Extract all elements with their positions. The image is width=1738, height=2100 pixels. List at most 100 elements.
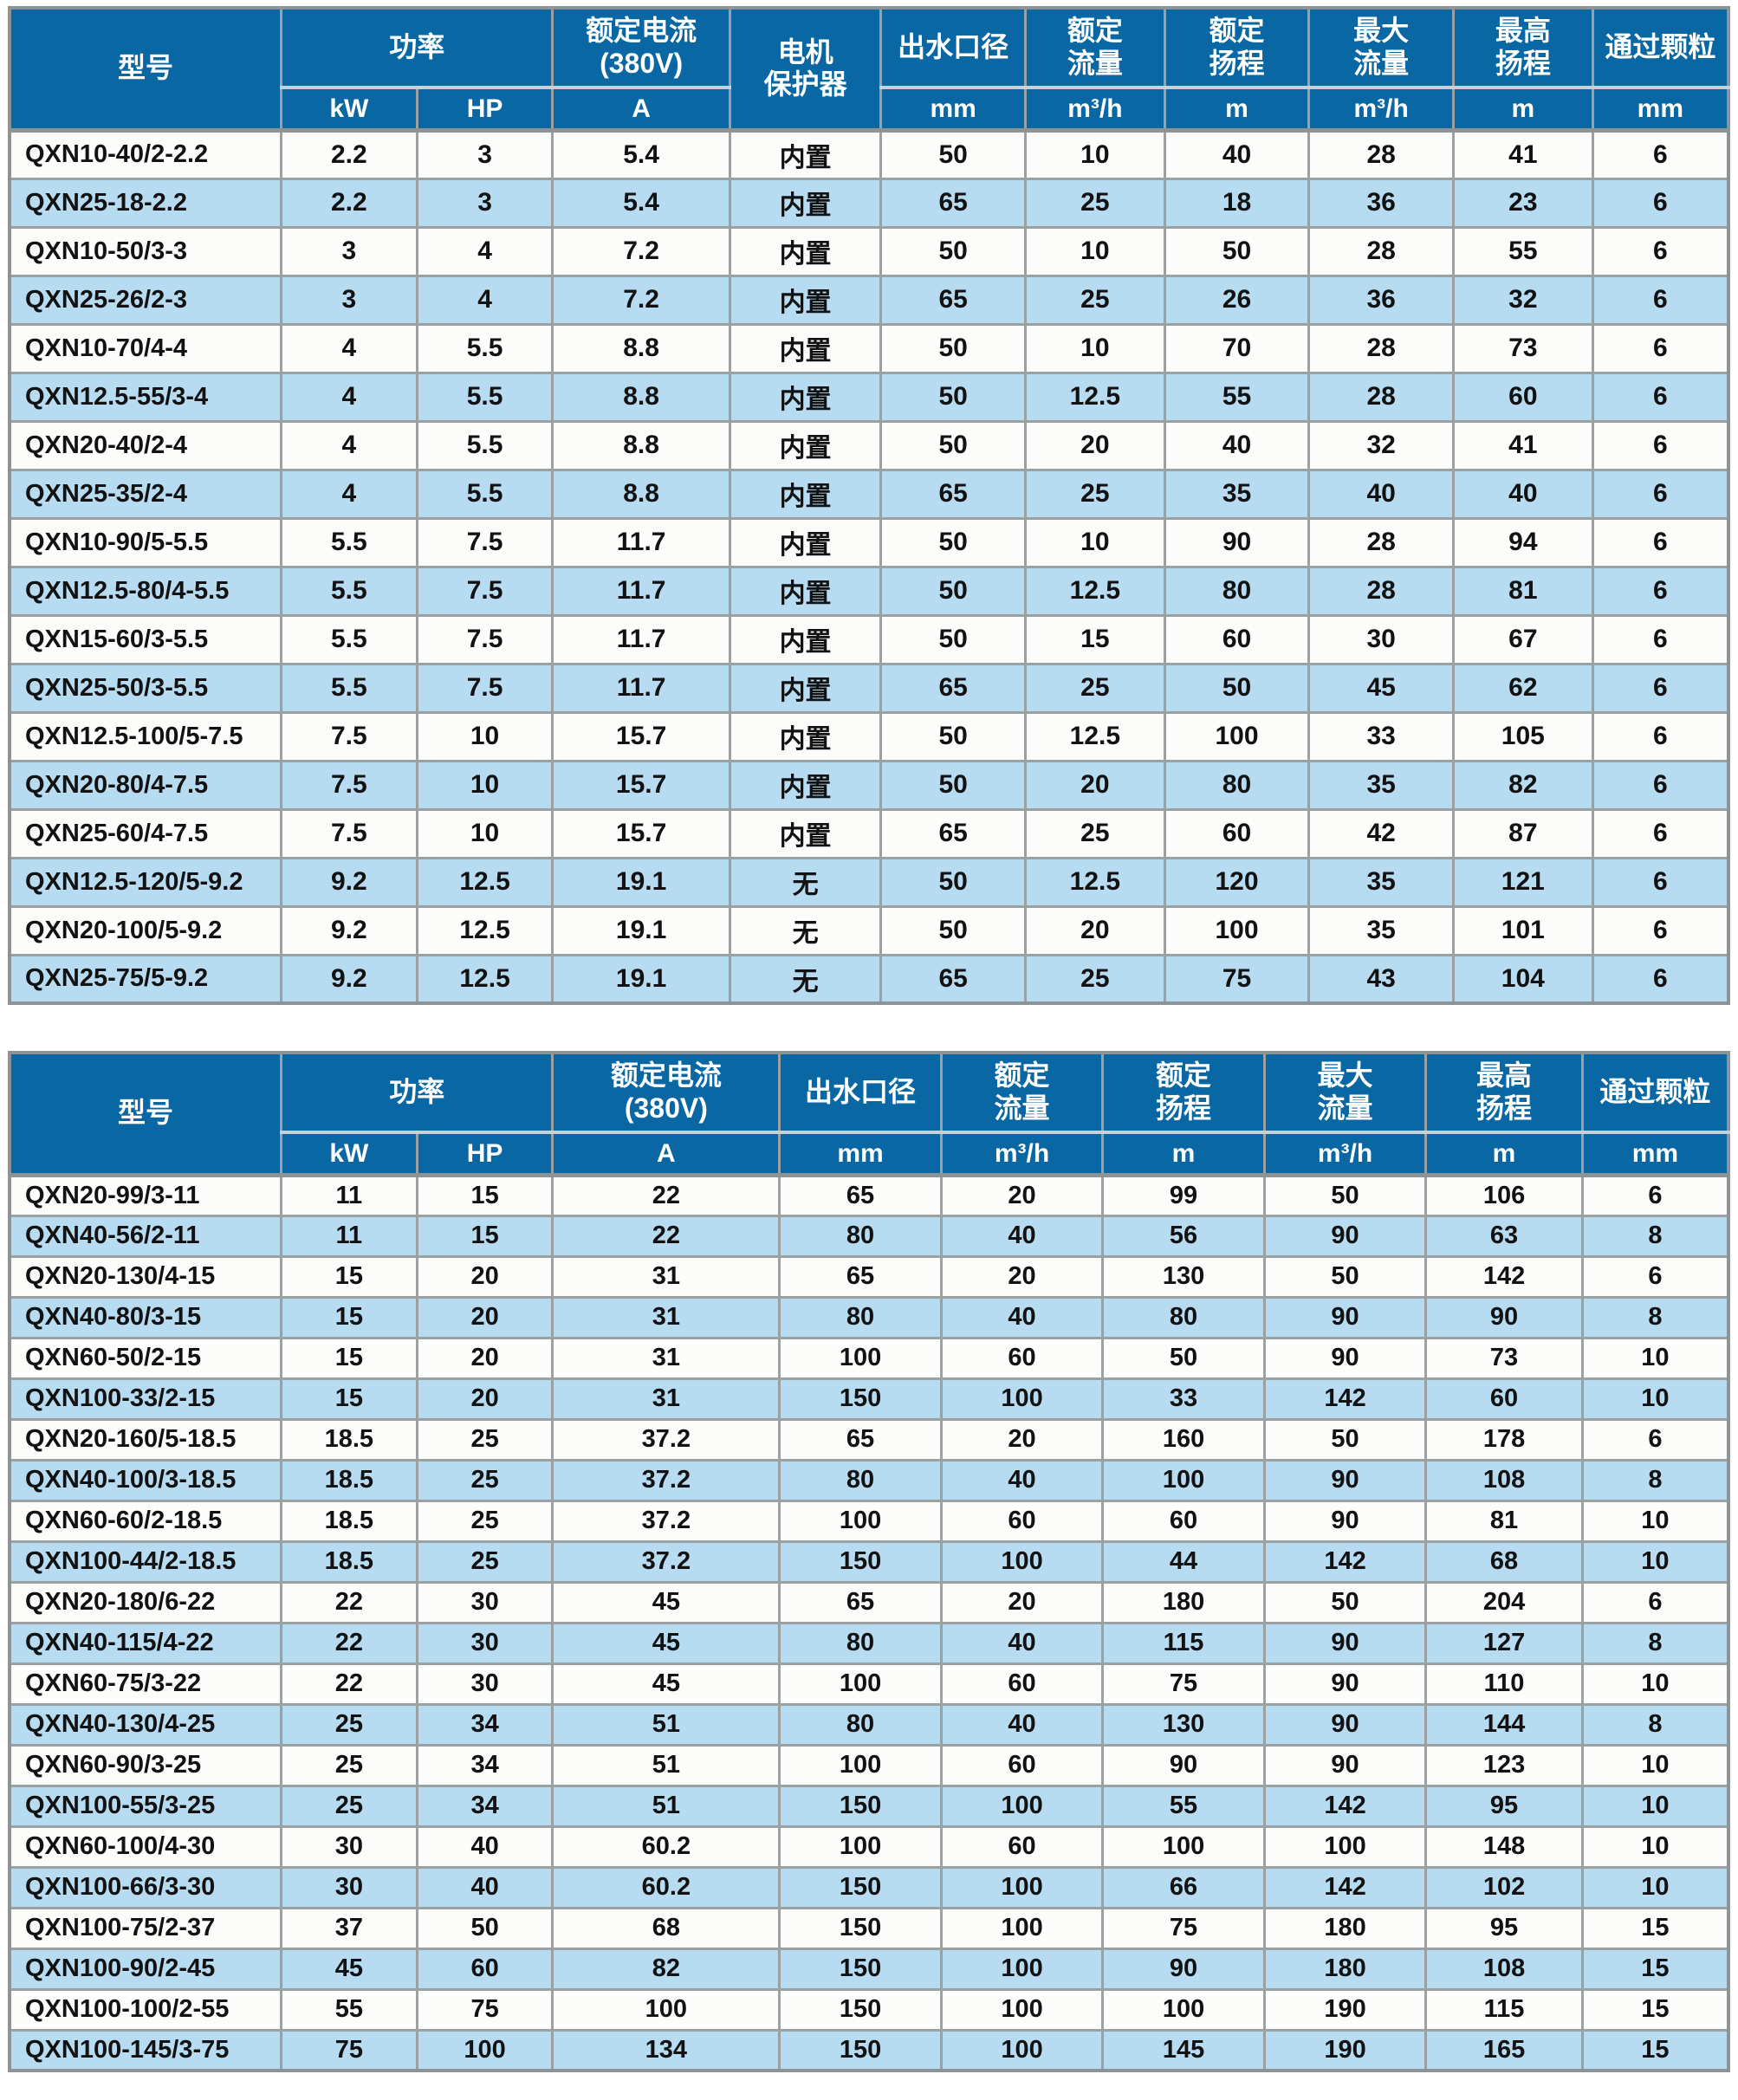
power-kw-cell: 11	[279, 1214, 418, 1258]
rated-head-cell: 66	[1101, 1865, 1266, 1909]
max-flow-cell: 35	[1307, 759, 1455, 811]
table-row: QXN25-18-2.2 2.2 3 5.4 内置 65 25 18 36 23 6	[8, 177, 1730, 229]
max-head-cell: 23	[1451, 177, 1594, 229]
table-row: QXN100-33/2-15 15 20 31 150 100 33 142 60 10	[8, 1377, 1730, 1421]
particle-size-cell: 6	[1591, 953, 1730, 1005]
rated-current-cell: 51	[551, 1784, 781, 1828]
max-flow-cell: 28	[1307, 371, 1455, 423]
rated-head-cell: 26	[1163, 274, 1311, 326]
rated-head-cell: 70	[1163, 322, 1311, 374]
particle-size-cell: 10	[1580, 1784, 1730, 1828]
outlet-diameter-cell: 80	[778, 1295, 943, 1339]
table-row: QXN10-50/3-3 3 4 7.2 内置 50 10 50 28 55 6	[8, 225, 1730, 277]
max-head-cell: 102	[1424, 1865, 1584, 1909]
rated-flow-cell: 60	[939, 1336, 1105, 1380]
col-header-rated-head: 额定 扬程	[1163, 6, 1311, 89]
outlet-diameter-cell: 80	[778, 1702, 943, 1747]
table-header: 型号 功率 额定电流 (380V) 出水口径 额定 流量 额定 扬程 最大 流量…	[8, 1051, 1730, 1176]
model-cell: QXN40-130/4-25	[8, 1702, 282, 1747]
table-header: 型号 功率 额定电流 (380V) 电机 保护器 出水口径 额定 流量 额定 扬…	[8, 6, 1730, 132]
power-hp-cell: 3	[415, 177, 554, 229]
rated-current-cell: 37.2	[551, 1499, 781, 1543]
max-head-cell: 123	[1424, 1743, 1584, 1787]
outlet-diameter-cell: 50	[879, 613, 1027, 665]
table-row: QXN60-100/4-30 30 40 60.2 100 60 100 100 148 10	[8, 1825, 1730, 1869]
rated-flow-cell: 25	[1024, 807, 1166, 859]
particle-size-cell: 6	[1591, 807, 1730, 859]
table-row: QXN25-75/5-9.2 9.2 12.5 19.1 无 65 25 75 43 104 6	[8, 953, 1730, 1005]
particle-size-cell: 10	[1580, 1377, 1730, 1421]
rated-current-cell: 51	[551, 1743, 781, 1787]
max-flow-cell: 40	[1307, 468, 1455, 520]
max-flow-cell: 28	[1307, 128, 1455, 180]
outlet-diameter-cell: 65	[778, 1580, 943, 1624]
model-cell: QXN60-100/4-30	[8, 1825, 282, 1869]
power-hp-cell: 15	[415, 1214, 554, 1258]
particle-size-cell: 6	[1591, 225, 1730, 277]
power-hp-cell: 7.5	[415, 516, 554, 568]
model-cell: QXN40-56/2-11	[8, 1214, 282, 1258]
rated-flow-cell: 100	[939, 1865, 1105, 1909]
rated-current-cell: 45	[551, 1580, 781, 1624]
outlet-diameter-cell: 150	[778, 1865, 943, 1909]
outlet-diameter-cell: 65	[879, 177, 1027, 229]
table-row: QXN40-56/2-11 11 15 22 80 40 56 90 63 8	[8, 1214, 1730, 1258]
col-header-model: 型号	[8, 6, 282, 132]
max-head-cell: 40	[1451, 468, 1594, 520]
col-header-particle-size: 通过颗粒	[1580, 1051, 1730, 1134]
power-hp-cell: 10	[415, 807, 554, 859]
particle-size-cell: 6	[1591, 662, 1730, 714]
table-row: QXN12.5-55/3-4 4 5.5 8.8 内置 50 12.5 55 28 60 6	[8, 371, 1730, 423]
max-head-cell: 95	[1424, 1784, 1584, 1828]
rated-flow-cell: 10	[1024, 225, 1166, 277]
table-row: QXN20-80/4-7.5 7.5 10 15.7 内置 50 20 80 35 82 6	[8, 759, 1730, 811]
rated-head-cell: 75	[1101, 1906, 1266, 1950]
particle-size-cell: 15	[1580, 2028, 1730, 2072]
rated-current-cell: 22	[551, 1173, 781, 1217]
rated-head-cell: 99	[1101, 1173, 1266, 1217]
power-hp-cell: 25	[415, 1417, 554, 1462]
max-head-cell: 81	[1424, 1499, 1584, 1543]
outlet-diameter-cell: 100	[778, 1743, 943, 1787]
model-cell: QXN100-75/2-37	[8, 1906, 282, 1950]
rated-current-cell: 45	[551, 1621, 781, 1665]
power-kw-cell: 3	[279, 225, 418, 277]
header-group-row: 型号 功率 额定电流 (380V) 出水口径 额定 流量 额定 扬程 最大 流量…	[8, 1051, 1730, 1176]
rated-flow-cell: 20	[1024, 759, 1166, 811]
max-flow-cell: 190	[1262, 1987, 1428, 2032]
col-header-rated-current: 额定电流 (380V)	[551, 1051, 781, 1134]
max-flow-cell: 90	[1262, 1295, 1428, 1339]
outlet-diameter-cell: 65	[778, 1417, 943, 1462]
particle-size-cell: 10	[1580, 1743, 1730, 1787]
power-kw-cell: 22	[279, 1621, 418, 1665]
power-kw-cell: 5.5	[279, 565, 418, 617]
rated-head-cell: 80	[1101, 1295, 1266, 1339]
power-kw-cell: 22	[279, 1662, 418, 1706]
power-kw-cell: 9.2	[279, 953, 418, 1005]
power-hp-cell: 50	[415, 1906, 554, 1950]
col-header-rated-current: 额定电流 (380V)	[551, 6, 731, 89]
col-header-rated-flow: 额定 流量	[1024, 6, 1166, 89]
power-kw-cell: 11	[279, 1173, 418, 1217]
max-head-cell: 82	[1451, 759, 1594, 811]
unit-particle-mm: mm	[1591, 86, 1730, 132]
particle-size-cell: 10	[1580, 1825, 1730, 1869]
rated-flow-cell: 100	[939, 2028, 1105, 2072]
unit-max-flow-m3h: m³/h	[1307, 86, 1455, 132]
model-cell: QXN100-145/3-75	[8, 2028, 282, 2072]
rated-current-cell: 11.7	[551, 565, 731, 617]
col-header-model: 型号	[8, 1051, 282, 1176]
table-row: QXN100-44/2-18.5 18.5 25 37.2 150 100 44 142 68 1…	[8, 1539, 1730, 1584]
unit-hp: HP	[415, 1131, 554, 1176]
max-head-cell: 73	[1451, 322, 1594, 374]
rated-current-cell: 31	[551, 1377, 781, 1421]
rated-head-cell: 50	[1163, 662, 1311, 714]
rated-current-cell: 51	[551, 1702, 781, 1747]
power-hp-cell: 5.5	[415, 371, 554, 423]
power-kw-cell: 15	[279, 1295, 418, 1339]
max-head-cell: 178	[1424, 1417, 1584, 1462]
max-flow-cell: 33	[1307, 710, 1455, 762]
rated-head-cell: 100	[1101, 1825, 1266, 1869]
motor-protector-cell: 内置	[728, 419, 883, 471]
rated-head-cell: 35	[1163, 468, 1311, 520]
